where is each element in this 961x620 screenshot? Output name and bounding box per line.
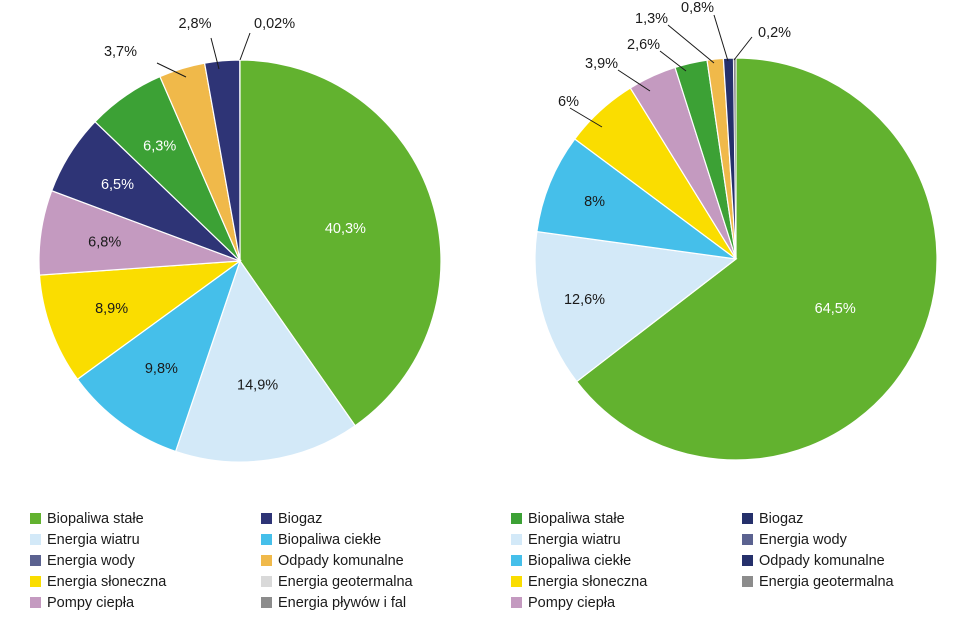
slice-label: 6,5% <box>101 177 134 193</box>
slice-label: 0,2% <box>758 25 791 41</box>
legend-item: Energia wody <box>30 550 135 571</box>
legend-swatch <box>511 597 522 608</box>
legend-item: Biogaz <box>261 508 322 529</box>
slice-label: 8,9% <box>95 301 128 317</box>
legend-label: Odpady komunalne <box>759 552 885 569</box>
legend-swatch <box>511 555 522 566</box>
slice-label: 3,7% <box>104 44 137 60</box>
pie-slice <box>38 260 243 381</box>
legend-swatch <box>30 513 41 524</box>
legend-item: Biopaliwa stałe <box>30 508 144 529</box>
leader-line <box>239 32 251 61</box>
pie-slice <box>239 59 442 427</box>
legend-label: Biogaz <box>278 510 323 527</box>
legend-item: Pompy ciepła <box>30 592 134 613</box>
leader-line <box>733 36 753 61</box>
legend-swatch <box>742 513 753 524</box>
slice-label: 40,3% <box>325 221 366 237</box>
slice-label: 64,5% <box>815 301 856 317</box>
legend-label: Energia wiatru <box>528 531 621 548</box>
legend-label: Biopaliwa ciekłe <box>528 552 632 569</box>
legend-swatch <box>742 576 753 587</box>
legend-label: Biopaliwa stałe <box>47 510 144 527</box>
legend-item: Biogaz <box>742 508 803 529</box>
legend-item: Biopaliwa stałe <box>511 508 625 529</box>
slice-label: 6,3% <box>143 139 176 155</box>
legend-item: Odpady komunalne <box>261 550 404 571</box>
legend-swatch <box>511 534 522 545</box>
legend-swatch <box>30 576 41 587</box>
legend-label: Biogaz <box>759 510 804 527</box>
leader-line <box>713 14 729 62</box>
slice-label: 8% <box>584 194 605 210</box>
legend-item: Pompy ciepła <box>511 592 615 613</box>
legend-label: Energia pływów i fal <box>278 594 407 611</box>
legend-swatch <box>261 555 272 566</box>
legend-swatch <box>261 597 272 608</box>
pie-chart-left: 40,3% 14,9% 9,8% 8,9% 6,8% 6,5% 6,3% 3,7% 2,8% 0,… <box>38 16 442 463</box>
legend-item: Energia wiatru <box>30 529 140 550</box>
legend-item: Energia słoneczna <box>511 571 647 592</box>
legend-swatch <box>30 597 41 608</box>
legend-swatch <box>742 555 753 566</box>
leader-line <box>569 107 603 128</box>
legend-label: Energia wody <box>759 531 847 548</box>
pie-slice <box>76 259 242 453</box>
pie-slice <box>536 138 737 260</box>
leader-line <box>667 24 715 64</box>
legend-label: Odpady komunalne <box>278 552 404 569</box>
slice-label: 3,9% <box>585 56 618 72</box>
pie-charts: 40,3% 14,9% 9,8% 8,9% 6,8% 6,5% 6,3% 3,7% 2,8% 0,… <box>38 0 938 463</box>
legend-item: Energia wiatru <box>511 529 621 550</box>
legend-item: Energia wody <box>742 529 847 550</box>
legend-item: Biopaliwa ciekłe <box>511 550 631 571</box>
slice-label: 6,8% <box>88 234 121 250</box>
slice-label: 14,9% <box>237 377 278 393</box>
legend-item: Energia geotermalna <box>742 571 894 592</box>
slice-label: 0,02% <box>254 16 295 32</box>
leader-line <box>156 62 187 78</box>
pie-slice <box>174 259 356 463</box>
pie-chart-right: 64,5% 12,6% 8% 6% 3,9% 2,6% 1,3% 0,8% 0,2% <box>534 0 938 461</box>
slice-label: 0,8% <box>681 0 714 16</box>
legend-item: Odpady komunalne <box>742 550 885 571</box>
leader-line <box>210 37 220 70</box>
legend-label: Energia wiatru <box>47 531 140 548</box>
legend-swatch <box>511 513 522 524</box>
legend-label: Pompy ciepła <box>47 594 135 611</box>
slice-label: 2,6% <box>627 37 660 53</box>
legend-swatch <box>742 534 753 545</box>
legend-left: Biopaliwa stałe Biogaz Energia wiatru Biopa… <box>30 508 490 618</box>
legend-item: Energia pływów i fal <box>261 592 406 613</box>
legend-label: Energia geotermalna <box>759 573 894 590</box>
legend-right: Biopaliwa stałe Biogaz Energia wiatru Energ… <box>511 508 961 618</box>
slice-label: 12,6% <box>564 292 605 308</box>
leader-line <box>659 50 687 72</box>
legend-swatch <box>511 576 522 587</box>
legend-label: Biopaliwa ciekłe <box>278 531 382 548</box>
legend-swatch <box>30 534 41 545</box>
leader-line <box>617 69 651 92</box>
legend-label: Energia słoneczna <box>47 573 167 590</box>
legend-swatch <box>261 576 272 587</box>
legend-label: Biopaliwa stałe <box>528 510 625 527</box>
legend-label: Energia wody <box>47 552 135 569</box>
pie-slice <box>575 57 938 461</box>
slice-label: 9,8% <box>145 361 178 377</box>
legend-label: Pompy ciepła <box>528 594 616 611</box>
slice-label: 6% <box>558 94 579 110</box>
legend-swatch <box>30 555 41 566</box>
legend-label: Energia geotermalna <box>278 573 413 590</box>
slice-label: 2,8% <box>178 16 211 32</box>
legend-item: Biopaliwa ciekłe <box>261 529 381 550</box>
legend-label: Energia słoneczna <box>528 573 648 590</box>
slice-label: 1,3% <box>635 11 668 27</box>
pie-slice <box>534 230 738 383</box>
legend-item: Energia słoneczna <box>30 571 166 592</box>
legend-swatch <box>261 513 272 524</box>
legend-swatch <box>261 534 272 545</box>
legend-item: Energia geotermalna <box>261 571 413 592</box>
